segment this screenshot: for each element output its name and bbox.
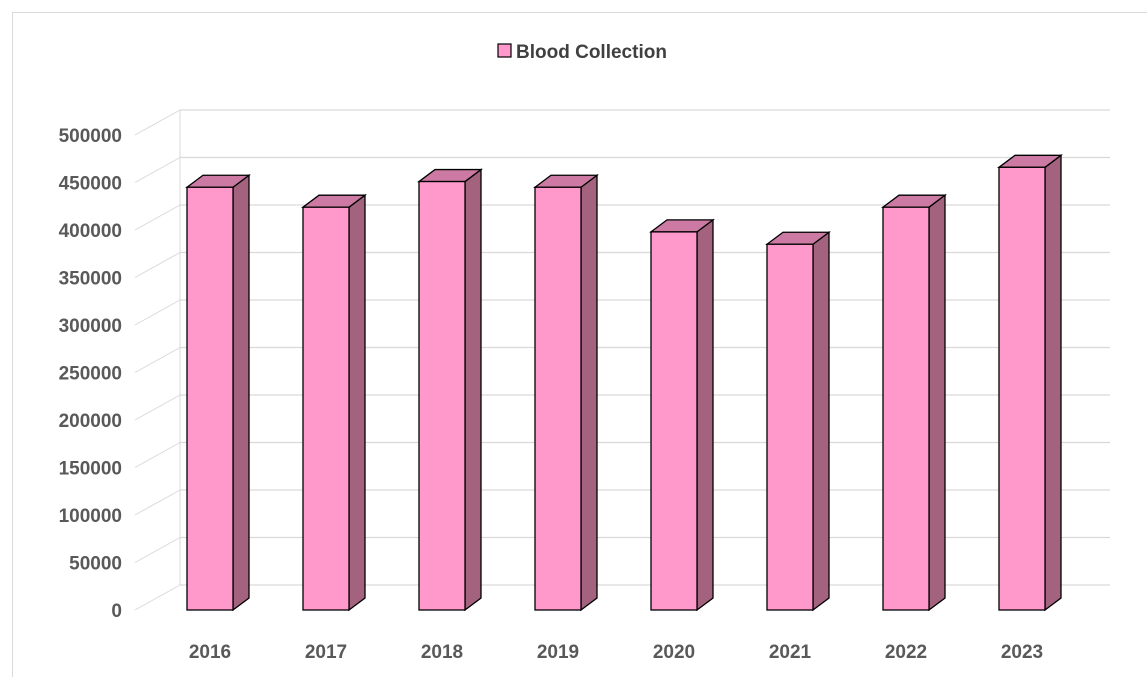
bar-front-face bbox=[650, 231, 698, 611]
gridline-diagonal bbox=[134, 252, 181, 278]
gridline-diagonal bbox=[134, 299, 181, 326]
y-tick-label: 250000 bbox=[59, 364, 122, 385]
bar-front-face bbox=[766, 243, 814, 611]
x-tick-label: 2023 bbox=[1001, 642, 1043, 663]
bar-side-face bbox=[1044, 154, 1062, 612]
y-axis-tick-labels: 0 50000 100000 150000 200000 250000 300000 3500… bbox=[59, 126, 122, 622]
bar-2020 bbox=[649, 218, 715, 612]
bar-front-face bbox=[534, 186, 582, 611]
gridline-diagonal bbox=[134, 489, 181, 516]
gridline-diagonal bbox=[134, 109, 181, 136]
x-tick-label: 2017 bbox=[305, 642, 347, 663]
bar-2023 bbox=[997, 154, 1063, 612]
bar-front-face bbox=[302, 206, 350, 611]
legend-label: Blood Collection bbox=[516, 42, 667, 63]
y-tick-label: 200000 bbox=[59, 411, 122, 432]
x-axis-tick-labels: 2016 2017 2018 2019 2020 2021 2022 2023 bbox=[189, 642, 1043, 663]
y-tick-label: 350000 bbox=[59, 269, 122, 290]
bar-front-face bbox=[998, 166, 1046, 611]
x-tick-label: 2020 bbox=[653, 642, 695, 663]
x-tick-label: 2019 bbox=[537, 642, 579, 663]
y-tick-label: 100000 bbox=[59, 506, 122, 527]
gridline-diagonal bbox=[134, 584, 181, 611]
legend-swatch bbox=[497, 43, 512, 58]
y-tick-label: 0 bbox=[111, 601, 122, 622]
bars bbox=[185, 154, 1063, 612]
y-tick-label: 50000 bbox=[69, 554, 122, 575]
bar-2017 bbox=[301, 193, 367, 612]
bar-side-face bbox=[696, 218, 714, 612]
x-tick-label: 2018 bbox=[421, 642, 463, 663]
y-tick-label: 450000 bbox=[59, 174, 122, 195]
bar-2018 bbox=[417, 168, 483, 612]
legend: Blood Collection bbox=[497, 42, 667, 63]
gridlines bbox=[134, 109, 1110, 611]
bar-side-face bbox=[928, 193, 946, 612]
bar-2016 bbox=[185, 173, 251, 612]
bar-side-face bbox=[580, 173, 598, 612]
y-tick-label: 150000 bbox=[59, 459, 122, 480]
chart-border bbox=[12, 12, 1147, 677]
y-tick-label: 300000 bbox=[59, 316, 122, 337]
bar-front-face bbox=[418, 180, 466, 611]
bar-front-face bbox=[882, 206, 930, 611]
bar-side-face bbox=[464, 168, 482, 612]
bar-side-face bbox=[348, 193, 366, 612]
gridline-diagonal bbox=[134, 347, 181, 373]
y-tick-label: 400000 bbox=[59, 221, 122, 242]
gridline-diagonal bbox=[134, 204, 181, 231]
gridline-diagonal bbox=[134, 442, 181, 468]
bar-2019 bbox=[533, 173, 599, 612]
x-tick-label: 2022 bbox=[885, 642, 927, 663]
bar-2022 bbox=[881, 193, 947, 612]
bar-side-face bbox=[232, 173, 250, 612]
bar-2021 bbox=[765, 230, 831, 612]
gridline-diagonal bbox=[134, 394, 181, 421]
bar-front-face bbox=[186, 186, 234, 611]
gridline-diagonal bbox=[134, 537, 181, 563]
bar-side-face bbox=[812, 230, 830, 612]
y-tick-label: 500000 bbox=[59, 126, 122, 147]
gridline-diagonal bbox=[134, 157, 181, 183]
x-tick-label: 2016 bbox=[189, 642, 231, 663]
x-tick-label: 2021 bbox=[769, 642, 812, 663]
